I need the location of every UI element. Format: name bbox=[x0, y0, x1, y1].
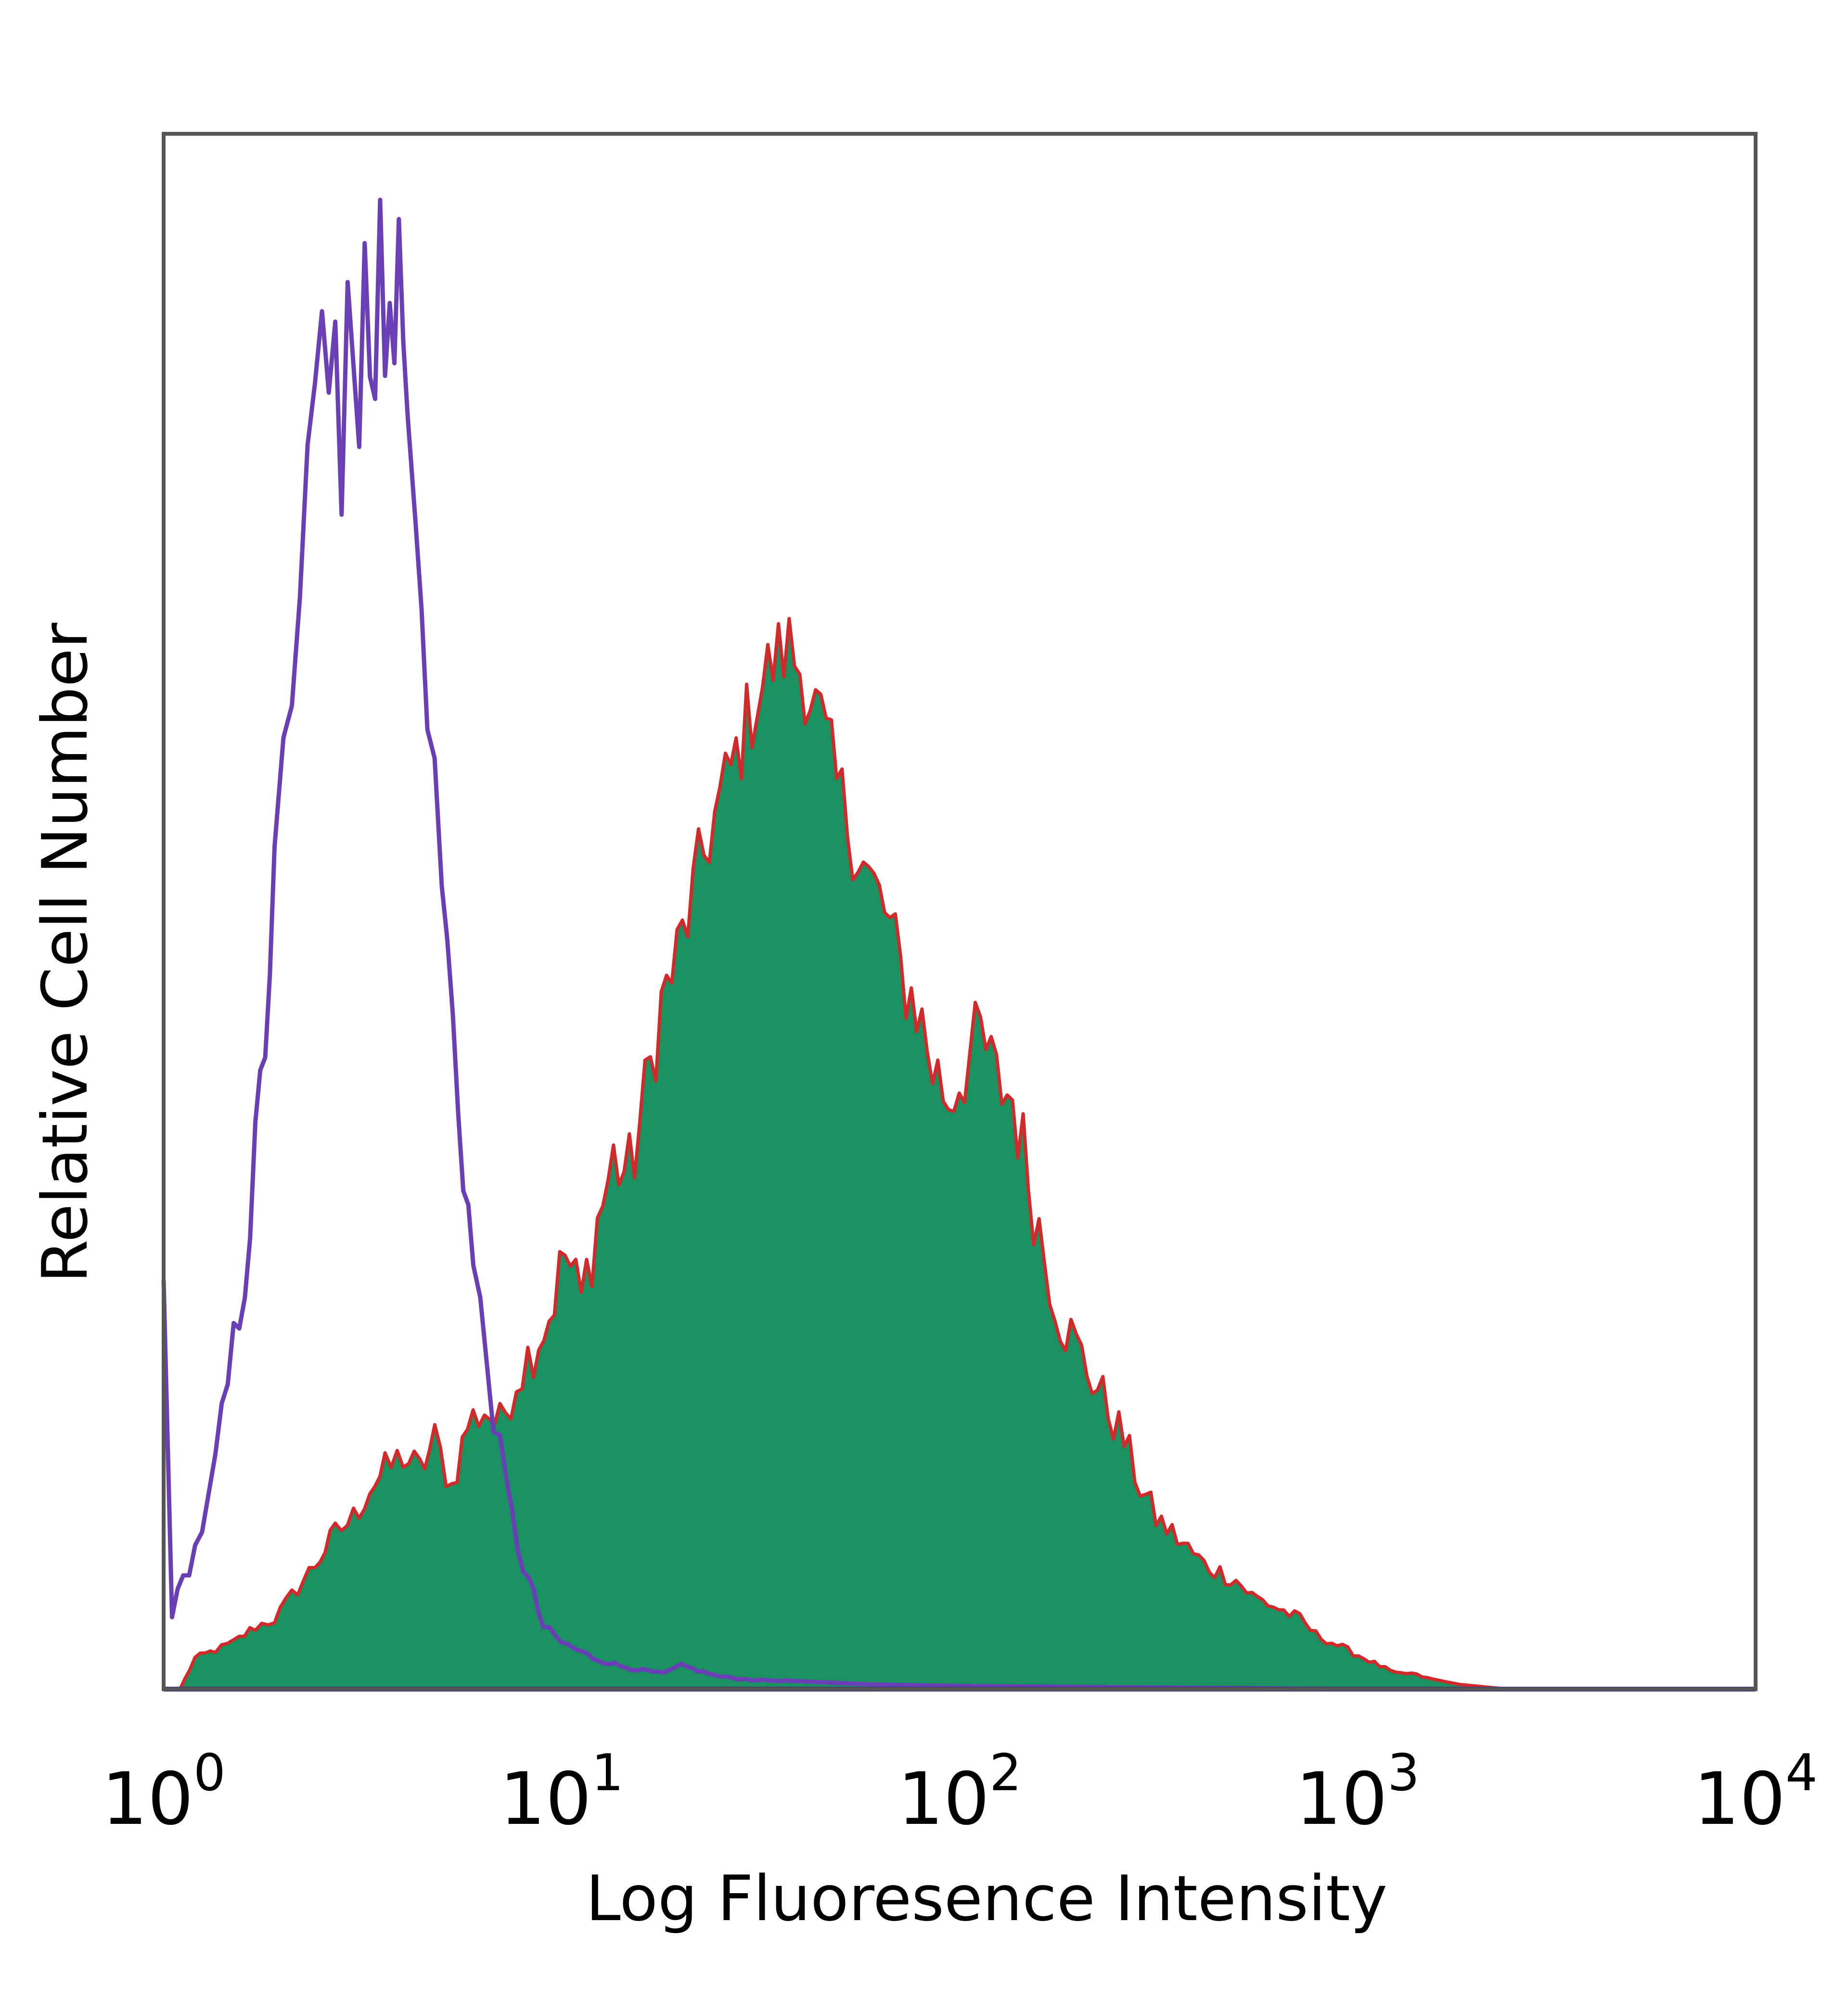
x-tick-exponent: 2 bbox=[989, 1744, 1022, 1802]
x-tick-label: 101 bbox=[500, 1744, 624, 1841]
x-tick-label: 102 bbox=[898, 1744, 1022, 1841]
x-axis-label: Log Fluoresence Intensity bbox=[586, 1862, 1387, 1935]
x-tick-labels: 100 101 102 103 104 bbox=[102, 1744, 1818, 1841]
stained-histogram-fill bbox=[180, 618, 1524, 1689]
x-tick-base: 10 bbox=[102, 1757, 193, 1841]
plot-area bbox=[161, 197, 1756, 1692]
plot-frame bbox=[162, 132, 1758, 1691]
stained-histogram-edge bbox=[179, 617, 1524, 1691]
x-tick-base: 10 bbox=[1694, 1757, 1785, 1841]
y-axis-label: Relative Cell Number bbox=[28, 622, 102, 1283]
x-tick-label: 100 bbox=[102, 1744, 226, 1841]
x-tick-exponent: 3 bbox=[1387, 1744, 1420, 1802]
x-tick-exponent: 1 bbox=[591, 1744, 624, 1802]
x-tick-base: 10 bbox=[898, 1757, 989, 1841]
x-tick-label: 104 bbox=[1694, 1744, 1818, 1841]
x-tick-base: 10 bbox=[1296, 1757, 1387, 1841]
x-tick-exponent: 0 bbox=[193, 1744, 226, 1802]
x-tick-exponent: 4 bbox=[1785, 1744, 1818, 1802]
x-tick-base: 10 bbox=[500, 1757, 591, 1841]
x-tick-label: 103 bbox=[1296, 1744, 1420, 1841]
